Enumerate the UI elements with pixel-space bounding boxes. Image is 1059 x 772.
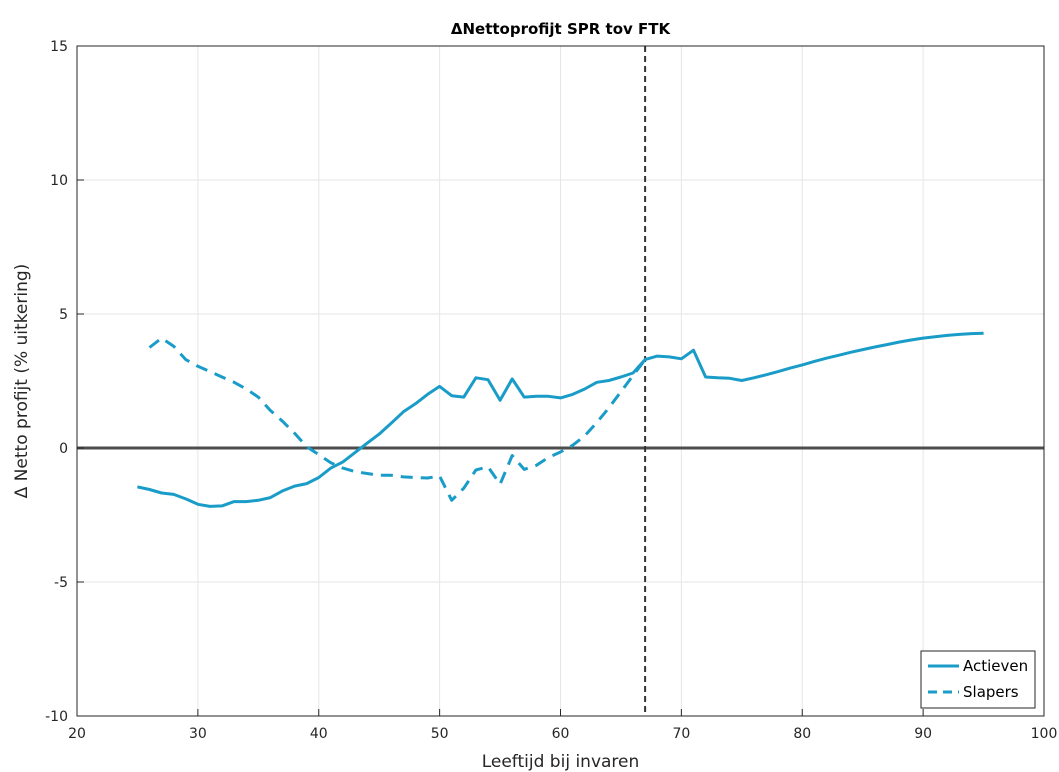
y-tick-label: 0 [59,441,68,457]
x-tick-label: 50 [431,726,449,742]
x-tick-label: 20 [68,726,86,742]
y-axis-title: Δ Netto profijt (% uitkering) [12,264,32,499]
ticks: 20 30 40 50 60 70 80 90 100 -10 -5 0 5 10 15 [45,39,1057,742]
x-tick-label: 100 [1031,726,1058,742]
reference-lines [77,46,1044,716]
x-tick-label: 70 [672,726,690,742]
y-tick-label: 5 [59,307,68,323]
legend-label-actieven: Actieven [963,657,1028,675]
x-tick-label: 90 [914,726,932,742]
legend-label-slapers: Slapers [963,683,1019,701]
x-tick-label: 40 [310,726,328,742]
x-tick-label: 80 [793,726,811,742]
x-tick-label: 30 [189,726,207,742]
y-tick-label: -5 [54,575,68,591]
x-axis-title: Leeftijd bij invaren [482,752,640,772]
legend-box [920,650,1036,709]
y-tick-label: 10 [50,173,68,189]
y-tick-label: -10 [45,709,68,725]
series-line-actieven [137,331,984,508]
x-tick-label: 60 [552,726,570,742]
series-line-slapers [148,336,647,502]
y-tick-label: 15 [50,39,68,55]
legend: Actieven Slapers [920,650,1036,709]
chart-title: ΔNettoprofijt SPR tov FTK [451,20,672,38]
series-layer [137,331,984,508]
